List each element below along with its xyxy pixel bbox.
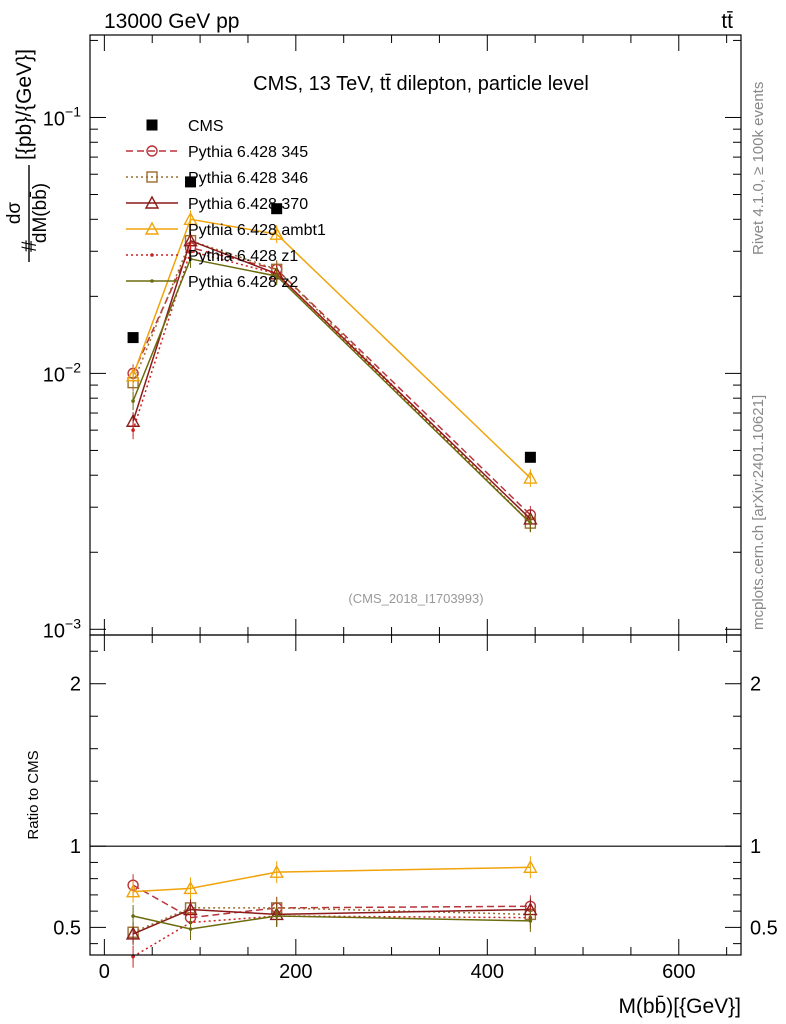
ratio-y-tick-label-right: 1 — [750, 836, 761, 858]
ratio-point-ambt1 — [183, 880, 198, 895]
series-line-z2 — [132, 258, 531, 524]
ratio-point-z2 — [274, 914, 279, 918]
legend-entry-z2: Pythia 6.428 z2 — [126, 274, 298, 291]
data-point-z2 — [528, 521, 533, 525]
x-tick-label: 600 — [662, 961, 695, 983]
ratio-y-tick-label-right: 2 — [750, 674, 761, 696]
series-ambt1 — [125, 210, 538, 488]
data-point-ambt1 — [183, 211, 198, 226]
legend-label-ambt1: Pythia 6.428 ambt1 — [188, 222, 326, 239]
data-point-z2 — [274, 274, 279, 278]
legend-label-z1: Pythia 6.428 z1 — [188, 248, 298, 265]
legend-entry-cms: CMS — [146, 118, 224, 135]
data-point-ambt1 — [523, 470, 538, 484]
legend-marker-p346 — [146, 171, 158, 183]
series-line-p345 — [132, 246, 531, 516]
ratio-line-p345 — [132, 884, 531, 919]
ratio-series-ambt1 — [125, 856, 538, 903]
legend-entry-p346: Pythia 6.428 346 — [126, 170, 308, 187]
legend-label-cms: CMS — [188, 118, 224, 135]
process-label: tt̄ — [721, 10, 733, 33]
series-line-z1 — [132, 250, 531, 524]
series-cms — [127, 176, 536, 463]
legend-label-p345: Pythia 6.428 345 — [188, 144, 308, 161]
ratio-y-tick-label-right: 0.5 — [750, 917, 778, 939]
ratio-point-z2 — [188, 927, 193, 931]
legend-marker-z1 — [150, 253, 154, 257]
legend-marker-z2 — [150, 279, 154, 283]
ratio-plot-series — [125, 856, 538, 968]
ratio-plot-frame — [89, 634, 742, 956]
ratio-line-p370 — [132, 908, 531, 935]
ratio-line-p346 — [132, 907, 531, 933]
data-point-z2 — [188, 257, 193, 261]
ratio-y-axis-label: Ratio to CMS — [25, 750, 42, 839]
x-axis-label: M(bb̄)[{GeV}] — [618, 995, 741, 1018]
legend-marker-p370 — [144, 195, 160, 209]
main-y-tick-label: 10−3 — [43, 615, 81, 642]
legend: CMS Pythia 6.428 345 Pythia 6.428 346 Pythi… — [126, 118, 326, 291]
main-plot-axes: 10−1 10−2 10−3 — [43, 35, 741, 642]
main-plot-series — [125, 176, 538, 533]
data-point-cms — [524, 451, 536, 463]
ratio-point-z2 — [131, 914, 135, 918]
ratio-y-tick-label: 1 — [70, 836, 81, 858]
legend-label-z2: Pythia 6.428 z2 — [188, 274, 298, 291]
ylabel-denominator: dM(bb̄) — [30, 183, 51, 243]
rivet-version-label: Rivet 4.1.0, ≥ 100k events — [750, 82, 767, 255]
mcplots-label: mcplots.cern.ch [arXiv:2401.10621] — [750, 395, 767, 630]
ylabel-unit: [{pb}/{GeV}] — [13, 49, 36, 160]
x-tick-label: 400 — [471, 961, 504, 983]
main-y-axis-label: # dσ dM(bb̄) [{pb}/{GeV}] — [4, 49, 51, 262]
ratio-line-z1 — [132, 915, 531, 958]
data-point-cms — [271, 203, 283, 215]
data-point-cms — [185, 176, 197, 188]
legend-entry-ambt1: Pythia 6.428 ambt1 — [126, 221, 326, 239]
ratio-y-tick-label: 0.5 — [53, 917, 81, 939]
ylabel-numerator: dσ — [4, 202, 25, 225]
ratio-point-ambt1 — [523, 859, 538, 873]
ratio-line-z2 — [132, 915, 531, 930]
legend-marker-p345 — [146, 145, 158, 157]
chart-title: CMS, 13 TeV, tt̄ dilepton, particle leve… — [253, 73, 589, 95]
data-point-z2 — [131, 399, 135, 403]
legend-entry-p370: Pythia 6.428 370 — [126, 195, 308, 213]
data-point-z1 — [131, 428, 135, 432]
series-z2 — [131, 249, 533, 533]
x-tick-label: 200 — [279, 961, 312, 983]
data-point-ambt1 — [269, 226, 284, 240]
ratio-plot-axes: 0.5 0.5 1 1 2 2 0 200 400 600 — [53, 635, 778, 983]
analysis-id: (CMS_2018_I1703993) — [348, 591, 483, 606]
ratio-y-tick-label: 2 — [70, 674, 81, 696]
legend-marker-cms — [146, 119, 158, 131]
ratio-point-ambt1 — [269, 864, 284, 878]
energy-label: 13000 GeV pp — [104, 10, 239, 33]
legend-entry-z1: Pythia 6.428 z1 — [126, 248, 298, 265]
series-line-p346 — [132, 239, 531, 524]
data-point-ambt1 — [125, 368, 141, 382]
legend-entry-p345: Pythia 6.428 345 — [126, 144, 308, 161]
series-line-ambt1 — [132, 218, 531, 479]
main-y-tick-label: 10−1 — [43, 103, 81, 130]
ratio-point-p370 — [125, 926, 141, 940]
legend-marker-ambt1 — [144, 221, 160, 235]
data-point-cms — [127, 332, 139, 344]
legend-label-p346: Pythia 6.428 346 — [188, 170, 308, 187]
ratio-point-z2 — [528, 919, 533, 923]
ratio-series-z2 — [131, 905, 533, 941]
ratio-point-ambt1 — [125, 884, 141, 898]
ratio-line-ambt1 — [133, 866, 531, 893]
main-y-tick-label: 10−2 — [43, 359, 81, 386]
x-tick-label: 0 — [99, 961, 110, 983]
legend-label-p370: Pythia 6.428 370 — [188, 196, 308, 213]
ratio-point-z1 — [131, 954, 135, 959]
